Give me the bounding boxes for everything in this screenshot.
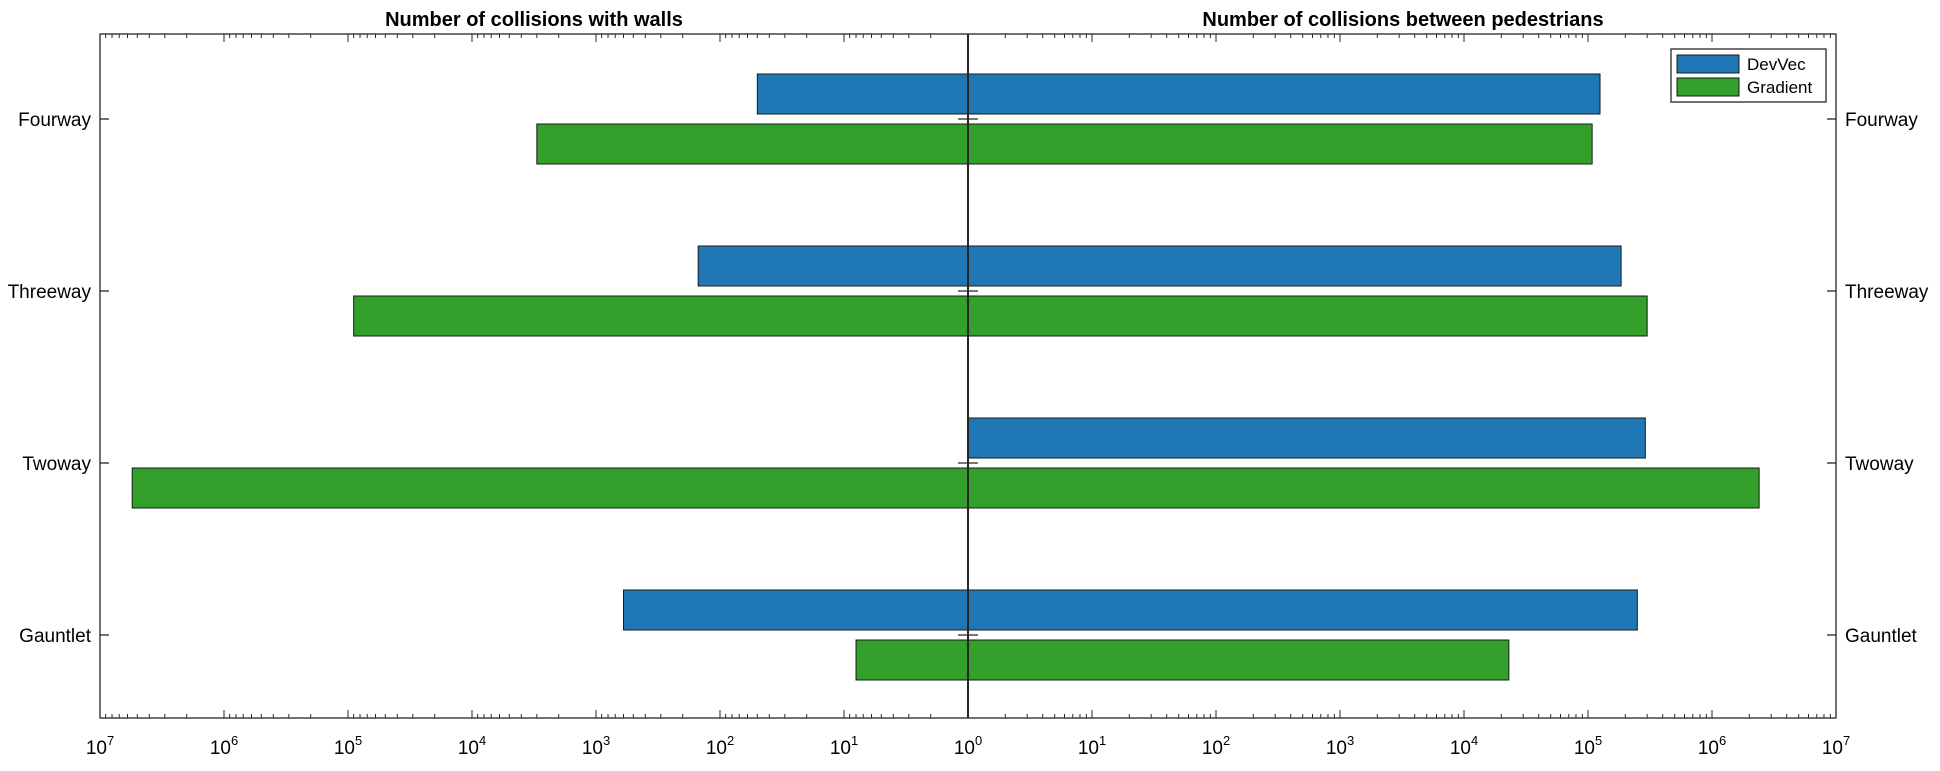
left-panel-title: Number of collisions with walls — [385, 9, 683, 31]
x-tick-label-base: 10 — [86, 738, 107, 759]
x-tick-label-exponent: 4 — [1471, 733, 1478, 748]
x-tick-label-exponent: 5 — [355, 733, 362, 748]
x-tick-label-base: 10 — [1574, 738, 1595, 759]
category-label-left-gauntlet: Gauntlet — [19, 626, 92, 647]
category-label-right-threeway: Threeway — [1845, 282, 1929, 303]
x-tick-label-exponent: 3 — [1347, 733, 1354, 748]
x-tick-label-base: 10 — [1450, 738, 1471, 759]
left-bar-threeway-devvec — [697, 245, 969, 287]
legend-swatch-devvec — [1676, 54, 1740, 74]
x-tick-label-exponent: 7 — [107, 733, 114, 748]
legend-label-devvec: DevVec — [1747, 55, 1806, 74]
x-tick-label-base: 10 — [830, 738, 851, 759]
x-tick-label-5: 102 — [706, 733, 734, 759]
ticks-group — [99, 34, 1837, 718]
right-bar-twoway-devvec — [967, 417, 1646, 459]
x-tick-label-exponent: 6 — [231, 733, 238, 748]
right-bar-gauntlet-gradient — [967, 639, 1510, 681]
x-tick-label-base: 10 — [954, 738, 975, 759]
right-bar-threeway-devvec — [967, 245, 1622, 287]
category-label-left-fourway: Fourway — [18, 110, 91, 131]
right-bar-fourway-gradient — [967, 123, 1593, 165]
x-tick-label-0: 107 — [86, 733, 114, 759]
x-tick-label-exponent: 2 — [727, 733, 734, 748]
x-tick-label-9: 102 — [1202, 733, 1230, 759]
x-tick-label-exponent: 1 — [851, 733, 858, 748]
x-tick-label-11: 104 — [1450, 733, 1478, 759]
category-label-right-gauntlet: Gauntlet — [1845, 626, 1918, 647]
legend-swatch-gradient — [1676, 77, 1740, 97]
x-tick-label-14: 107 — [1822, 733, 1850, 759]
x-tick-label-base: 10 — [1698, 738, 1719, 759]
x-tick-label-base: 10 — [458, 738, 479, 759]
category-label-left-twoway: Twoway — [22, 454, 91, 475]
x-tick-label-base: 10 — [210, 738, 231, 759]
x-tick-label-exponent: 3 — [603, 733, 610, 748]
right-panel-title: Number of collisions between pedestrians — [1202, 9, 1603, 31]
x-tick-label-10: 103 — [1326, 733, 1354, 759]
left-bar-threeway-gradient — [353, 295, 969, 337]
category-label-right-fourway: Fourway — [1845, 110, 1918, 131]
left-bar-fourway-devvec — [756, 73, 969, 115]
category-label-right-twoway: Twoway — [1845, 454, 1914, 475]
x-tick-label-1: 106 — [210, 733, 238, 759]
x-tick-label-base: 10 — [1326, 738, 1347, 759]
x-tick-label-exponent: 6 — [1719, 733, 1726, 748]
x-tick-label-base: 10 — [1822, 738, 1843, 759]
legend-label-gradient: Gradient — [1747, 78, 1812, 97]
x-tick-label-4: 103 — [582, 733, 610, 759]
x-tick-label-base: 10 — [334, 738, 355, 759]
x-tick-label-exponent: 7 — [1843, 733, 1850, 748]
right-bar-twoway-gradient — [967, 467, 1760, 509]
labels-group: 107 106 105 104 103 102 101 100 101 102 103 104 105 1… — [8, 110, 1929, 759]
right-bar-gauntlet-devvec — [967, 589, 1638, 631]
right-bar-fourway-devvec — [967, 73, 1601, 115]
bars-group — [131, 73, 1760, 681]
left-bar-twoway-gradient — [131, 467, 969, 509]
x-tick-label-base: 10 — [706, 738, 727, 759]
x-tick-label-exponent: 2 — [1223, 733, 1230, 748]
x-tick-label-6: 101 — [830, 733, 858, 759]
x-tick-label-exponent: 4 — [479, 733, 486, 748]
x-tick-label-13: 106 — [1698, 733, 1726, 759]
category-label-left-threeway: Threeway — [8, 282, 92, 303]
left-bar-fourway-gradient — [536, 123, 969, 165]
x-tick-label-exponent: 5 — [1595, 733, 1602, 748]
x-tick-label-exponent: 0 — [975, 733, 982, 748]
left-bar-gauntlet-gradient — [855, 639, 969, 681]
x-tick-label-base: 10 — [582, 738, 603, 759]
left-bar-gauntlet-devvec — [623, 589, 969, 631]
legend: DevVec Gradient — [1670, 48, 1827, 103]
x-tick-label-8: 101 — [1078, 733, 1106, 759]
x-tick-label-base: 10 — [1078, 738, 1099, 759]
x-tick-label-exponent: 1 — [1099, 733, 1106, 748]
x-tick-label-7: 100 — [954, 733, 982, 759]
x-tick-label-3: 104 — [458, 733, 486, 759]
x-tick-label-12: 105 — [1574, 733, 1602, 759]
x-tick-label-base: 10 — [1202, 738, 1223, 759]
right-bar-threeway-gradient — [967, 295, 1648, 337]
x-tick-label-2: 105 — [334, 733, 362, 759]
